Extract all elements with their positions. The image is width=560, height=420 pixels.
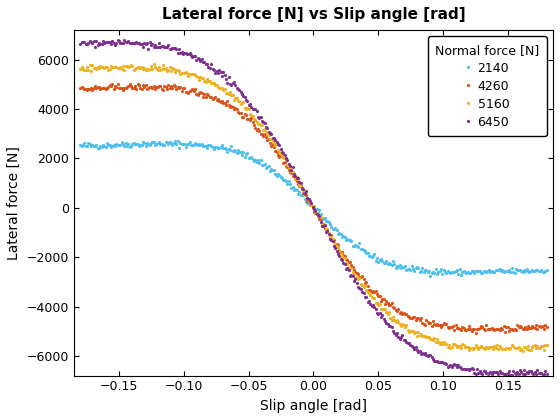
4260 [526, 326, 533, 331]
6450 [121, 37, 128, 42]
4260 [203, 94, 209, 99]
6450 [484, 373, 491, 378]
5160 [353, 274, 360, 279]
4260 [473, 330, 479, 335]
Line: 6450: 6450 [78, 38, 548, 378]
5160 [526, 347, 533, 352]
6450 [77, 41, 83, 46]
4260 [539, 324, 546, 329]
2140 [326, 222, 333, 227]
5160 [203, 79, 209, 84]
6450 [353, 281, 360, 286]
2140 [539, 270, 546, 275]
5160 [150, 62, 157, 67]
Line: 5160: 5160 [78, 63, 548, 352]
2140 [77, 143, 83, 148]
4260 [293, 179, 300, 184]
2140 [203, 144, 209, 149]
2140 [427, 273, 433, 278]
6450 [543, 371, 550, 376]
Line: 4260: 4260 [78, 82, 548, 334]
5160 [519, 348, 526, 353]
6450 [203, 61, 209, 66]
Y-axis label: Lateral force [N]: Lateral force [N] [7, 146, 21, 260]
5160 [539, 344, 546, 349]
4260 [543, 324, 550, 329]
X-axis label: Slip angle [rad]: Slip angle [rad] [260, 399, 367, 413]
4260 [114, 81, 121, 87]
5160 [326, 234, 333, 239]
2140 [353, 244, 360, 249]
Title: Lateral force [N] vs Slip angle [rad]: Lateral force [N] vs Slip angle [rad] [162, 7, 465, 22]
2140 [526, 269, 533, 274]
4260 [353, 271, 360, 276]
4260 [326, 233, 333, 238]
2140 [172, 139, 179, 144]
5160 [543, 343, 550, 348]
6450 [326, 237, 333, 242]
Line: 2140: 2140 [78, 140, 548, 278]
6450 [293, 176, 300, 181]
2140 [293, 187, 300, 192]
6450 [526, 369, 533, 374]
2140 [543, 268, 550, 273]
6450 [539, 372, 546, 377]
Legend: 2140, 4260, 5160, 6450: 2140, 4260, 5160, 6450 [427, 36, 547, 136]
5160 [293, 174, 300, 179]
5160 [77, 67, 83, 72]
4260 [77, 86, 83, 91]
